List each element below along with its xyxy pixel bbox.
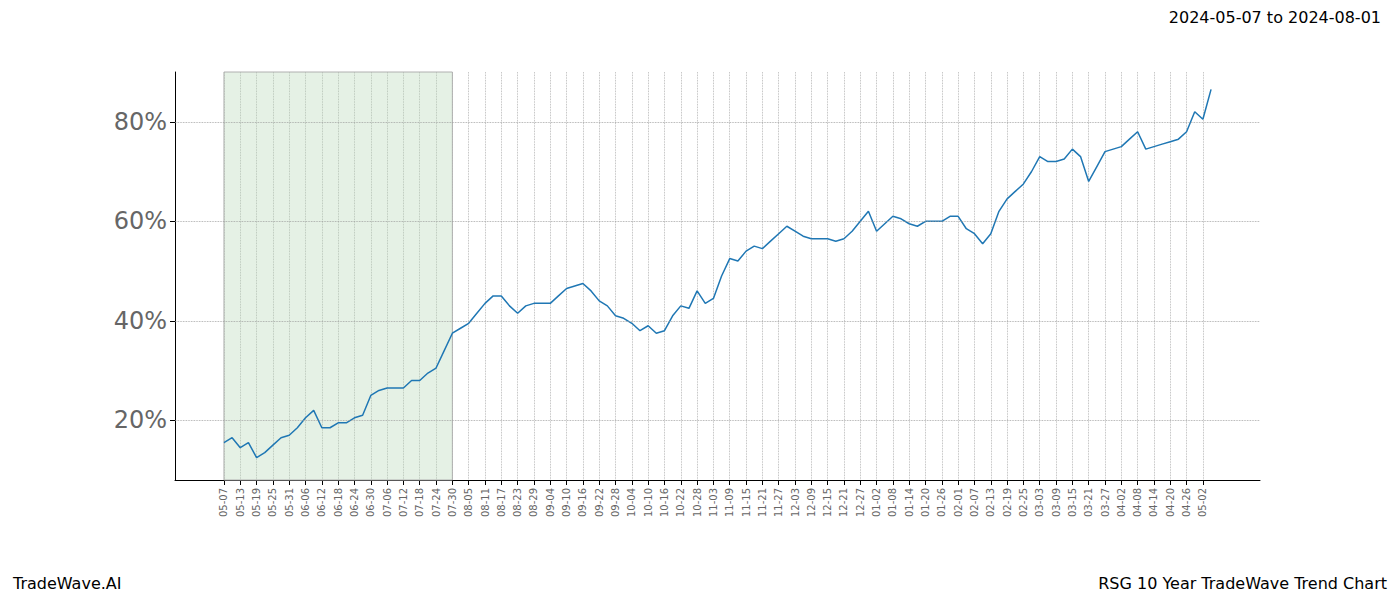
svg-text:03-27: 03-27	[1100, 488, 1111, 517]
svg-text:06-06: 06-06	[300, 488, 311, 517]
svg-text:01-26: 01-26	[936, 488, 947, 517]
svg-text:01-08: 01-08	[887, 488, 898, 517]
svg-text:11-03: 11-03	[708, 488, 719, 517]
svg-text:03-03: 03-03	[1034, 488, 1045, 517]
svg-text:09-22: 09-22	[594, 488, 605, 517]
svg-text:06-30: 06-30	[365, 488, 376, 517]
svg-text:10-16: 10-16	[659, 488, 670, 517]
svg-text:08-05: 08-05	[463, 488, 474, 517]
svg-text:60%: 60%	[114, 207, 167, 235]
svg-text:12-15: 12-15	[822, 488, 833, 517]
svg-text:08-11: 08-11	[480, 488, 491, 517]
svg-text:06-24: 06-24	[349, 488, 360, 517]
svg-text:12-21: 12-21	[838, 488, 849, 517]
svg-text:06-18: 06-18	[333, 488, 344, 517]
svg-text:03-15: 03-15	[1067, 488, 1078, 517]
svg-text:05-31: 05-31	[284, 488, 295, 517]
svg-text:08-17: 08-17	[496, 488, 507, 517]
svg-text:07-12: 07-12	[398, 488, 409, 517]
svg-text:02-19: 02-19	[1002, 488, 1013, 517]
svg-text:40%: 40%	[114, 307, 167, 335]
svg-text:02-01: 02-01	[953, 488, 964, 517]
svg-text:10-10: 10-10	[643, 488, 654, 517]
svg-text:06-12: 06-12	[316, 488, 327, 517]
svg-text:04-20: 04-20	[1165, 488, 1176, 517]
svg-text:11-15: 11-15	[741, 488, 752, 517]
svg-text:05-13: 05-13	[235, 488, 246, 517]
svg-text:12-03: 12-03	[790, 488, 801, 517]
svg-text:07-06: 07-06	[382, 488, 393, 517]
svg-text:TradeWave.AI: TradeWave.AI	[12, 574, 121, 593]
svg-text:2024-05-07 to 2024-08-01: 2024-05-07 to 2024-08-01	[1169, 8, 1381, 27]
svg-text:03-09: 03-09	[1051, 488, 1062, 517]
svg-text:09-16: 09-16	[577, 488, 588, 517]
svg-text:10-04: 10-04	[626, 488, 637, 517]
svg-text:12-09: 12-09	[806, 488, 817, 517]
svg-text:09-04: 09-04	[545, 488, 556, 517]
svg-text:05-02: 05-02	[1197, 488, 1208, 517]
svg-text:04-26: 04-26	[1181, 488, 1192, 517]
svg-text:80%: 80%	[114, 108, 167, 136]
svg-text:11-21: 11-21	[757, 488, 768, 517]
svg-text:09-10: 09-10	[561, 488, 572, 517]
svg-text:01-02: 01-02	[871, 488, 882, 517]
svg-text:01-20: 01-20	[920, 488, 931, 517]
svg-text:10-28: 10-28	[692, 488, 703, 517]
svg-text:08-23: 08-23	[512, 488, 523, 517]
svg-text:05-07: 05-07	[218, 488, 229, 517]
svg-text:11-09: 11-09	[724, 488, 735, 517]
svg-text:07-30: 07-30	[447, 488, 458, 517]
svg-text:07-18: 07-18	[414, 488, 425, 517]
svg-text:RSG 10 Year TradeWave Trend Ch: RSG 10 Year TradeWave Trend Chart	[1098, 574, 1387, 593]
svg-text:04-14: 04-14	[1148, 488, 1159, 517]
svg-text:04-02: 04-02	[1116, 488, 1127, 517]
svg-text:07-24: 07-24	[431, 488, 442, 517]
svg-text:02-25: 02-25	[1018, 488, 1029, 517]
svg-text:05-25: 05-25	[267, 488, 278, 517]
svg-text:03-21: 03-21	[1083, 488, 1094, 517]
svg-text:12-27: 12-27	[855, 488, 866, 517]
svg-text:02-07: 02-07	[969, 488, 980, 517]
svg-text:02-13: 02-13	[985, 488, 996, 517]
svg-text:10-22: 10-22	[675, 488, 686, 517]
svg-text:05-19: 05-19	[251, 488, 262, 517]
svg-text:20%: 20%	[114, 406, 167, 434]
svg-text:01-14: 01-14	[904, 488, 915, 517]
svg-text:04-08: 04-08	[1132, 488, 1143, 517]
svg-text:11-27: 11-27	[773, 488, 784, 517]
svg-text:09-28: 09-28	[610, 488, 621, 517]
svg-text:08-29: 08-29	[528, 488, 539, 517]
